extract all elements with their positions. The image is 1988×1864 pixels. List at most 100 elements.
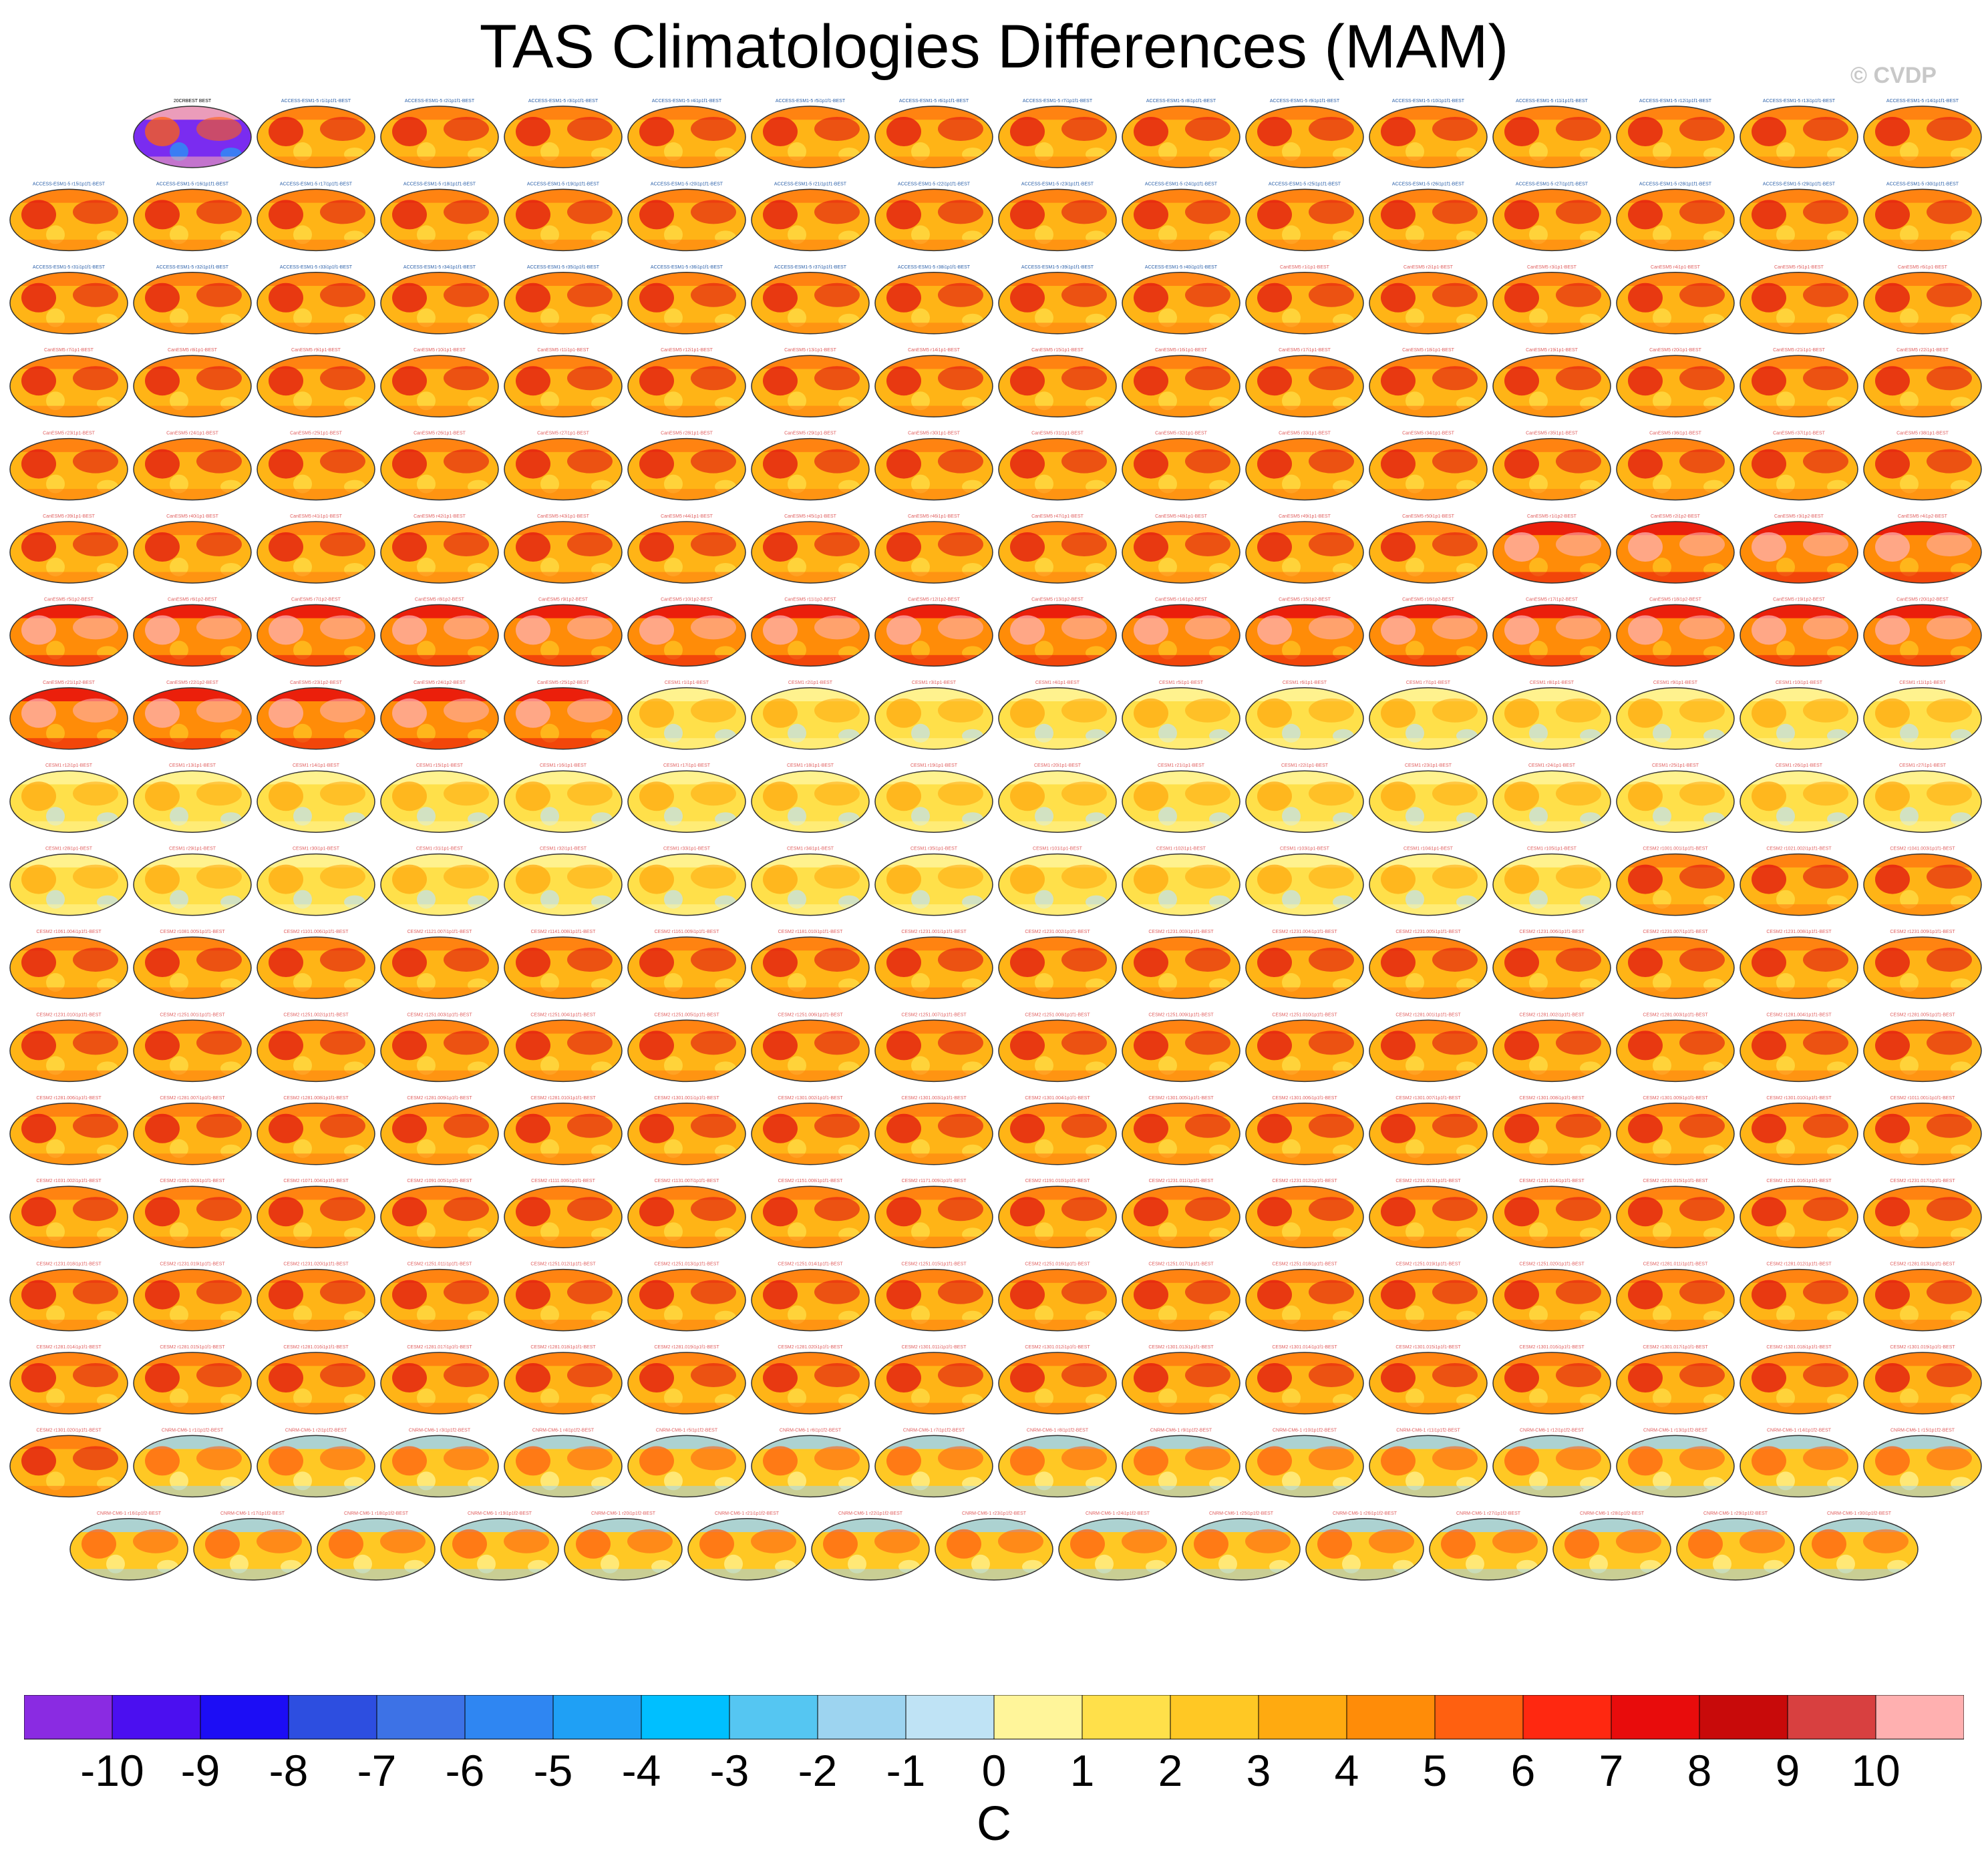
map-panel-label: CESM1 r24i1p1-BEST [1528, 763, 1576, 768]
map-panel: CESM1 r29i1p1-BEST [133, 847, 252, 916]
colorbar-box [464, 1695, 554, 1740]
map-panel-label: CanESM5 r3i1p2-BEST [1774, 514, 1824, 519]
map-panel: CESM2 r1301.008i1p1f1-BEST [1492, 1096, 1611, 1165]
colorbar-box [905, 1695, 995, 1740]
map-panel-label: CESM2 r1231.018i1p1f1-BEST [36, 1262, 102, 1267]
map-panel-label: CNRM-CM6-1 r1i1p1f2-BEST [162, 1428, 224, 1433]
map-panel-label: CNRM-CM6-1 r5i1p1f2-BEST [656, 1428, 718, 1433]
map-panel-label: CESM2 r1301.013i1p1f1-BEST [1148, 1345, 1214, 1350]
map-panel: CESM2 r1301.015i1p1f1-BEST [1369, 1345, 1488, 1415]
map-panel: CESM2 r1281.019i1p1f1-BEST [627, 1345, 746, 1415]
map-panel: CanESM5 r17i1p1-BEST [1245, 348, 1364, 417]
map-panel-label: CESM2 r1181.010i1p1f1-BEST [778, 930, 843, 934]
map-panel-label: CESM1 r4i1p1-BEST [1035, 681, 1080, 685]
map-panel: CESM2 r1281.005i1p1f1-BEST [1863, 1012, 1982, 1083]
map-panel: CanESM5 r27i1p1-BEST [504, 431, 623, 501]
map-panel: CESM2 r1301.016i1p1f1-BEST [1492, 1345, 1611, 1415]
map-panel: CESM1 r20i1p1-BEST [998, 763, 1117, 833]
map-panel-label: CESM2 r1161.009i1p1f1-BEST [655, 930, 719, 934]
map-panel: CESM2 r1301.012i1p1f1-BEST [998, 1345, 1117, 1415]
map-panel: ACCESS-ESM1-5 r29i1p1f1-BEST [1740, 182, 1858, 252]
map-panel-label: CanESM5 r3i1p1-BEST [1527, 265, 1577, 270]
map-panel-label: CanESM5 r47i1p1-BEST [1031, 514, 1084, 519]
map-panel: CESM2 r1301.007i1p1f1-BEST [1369, 1096, 1488, 1165]
map-panel-label: CESM2 r1101.006i1p1f1-BEST [284, 930, 349, 934]
map-panel: CESM2 r1301.009i1p1f1-BEST [1616, 1096, 1735, 1165]
map-panel: CESM2 r1281.008i1p1f1-BEST [257, 1096, 375, 1165]
map-panel-label: CanESM5 r1i1p1-BEST [1280, 265, 1330, 270]
colorbar-tick-label: -8 [269, 1746, 309, 1795]
map-panel-label: CESM2 r1301.008i1p1f1-BEST [1519, 1096, 1585, 1101]
map-panel-label: ACCESS-ESM1-5 r38i1p1f1-BEST [898, 265, 971, 270]
colorbar-tick-label: 7 [1599, 1746, 1624, 1795]
map-panel-label: CanESM5 r12i1p1-BEST [661, 348, 713, 353]
map-panel: CanESM5 r50i1p1-BEST [1369, 514, 1488, 584]
map-panel-label: CanESM5 r28i1p1-BEST [661, 431, 713, 436]
map-panel: ACCESS-ESM1-5 r3i1p1f1-BEST [504, 99, 623, 168]
map-panel-label: CESM1 r27i1p1-BEST [1899, 763, 1947, 768]
map-panel: CanESM5 r42i1p1-BEST [380, 514, 499, 584]
map-panel-label: ACCESS-ESM1-5 r34i1p1f1-BEST [403, 265, 476, 270]
map-panel: CESM2 r1301.017i1p1f1-BEST [1616, 1345, 1735, 1415]
map-panel: ACCESS-ESM1-5 r16i1p1f1-BEST [133, 182, 252, 252]
map-panel: CESM2 r1231.011i1p1f1-BEST [1122, 1179, 1240, 1248]
map-panel-label: ACCESS-ESM1-5 r24i1p1f1-BEST [1145, 182, 1218, 186]
map-panel-label: CESM2 r1131.007i1p1f1-BEST [655, 1179, 719, 1183]
map-panel-label: CNRM-CM6-1 r22i1p1f2-BEST [838, 1511, 903, 1516]
map-panel-label: CNRM-CM6-1 r27i1p1f2-BEST [1456, 1511, 1521, 1516]
map-panel: CESM2 r1301.006i1p1f1-BEST [1245, 1096, 1364, 1165]
map-panel: CESM1 r13i1p1-BEST [133, 763, 252, 833]
map-panel-label: CESM2 r1231.014i1p1f1-BEST [1519, 1179, 1585, 1183]
map-panel-label: CNRM-CM6-1 r30i1p1f2-BEST [1827, 1511, 1892, 1516]
map-panel-label: CESM2 r1061.004i1p1f1-BEST [36, 930, 102, 934]
map-panel: CESM2 r1231.005i1p1f1-BEST [1369, 930, 1488, 999]
map-panel-label: CESM2 r1171.009i1p1f1-BEST [902, 1179, 967, 1183]
map-panel-label: CESM2 r1251.005i1p1f1-BEST [654, 1012, 719, 1017]
map-panel-label: CESM2 r1301.001i1p1f1-BEST [654, 1096, 719, 1101]
map-panel: CESM2 r1171.009i1p1f1-BEST [874, 1179, 993, 1248]
map-panel-label: ACCESS-ESM1-5 r37i1p1f1-BEST [774, 265, 847, 270]
map-panel-label: CESM2 r1281.017i1p1f1-BEST [407, 1345, 472, 1350]
map-panel-label: ACCESS-ESM1-5 r40i1p1f1-BEST [1145, 265, 1218, 270]
map-panel-label: CESM1 r23i1p1-BEST [1405, 763, 1452, 768]
map-panel: CanESM5 r39i1p1-BEST [9, 514, 128, 584]
map-panel-label: CNRM-CM6-1 r8i1p1f2-BEST [1027, 1428, 1089, 1433]
map-panel-label: CNRM-CM6-1 r20i1p1f2-BEST [591, 1511, 656, 1516]
map-panel-label: CanESM5 r7i1p1-BEST [44, 348, 94, 353]
map-panel: ACCESS-ESM1-5 r36i1p1f1-BEST [627, 265, 746, 335]
map-panel-label: CESM2 r1231.016i1p1f1-BEST [1766, 1179, 1832, 1183]
map-panel: CanESM5 r43i1p1-BEST [504, 514, 623, 584]
map-panel: ACCESS-ESM1-5 r20i1p1f1-BEST [627, 182, 746, 252]
map-panel-label: ACCESS-ESM1-5 r3i1p1f1-BEST [528, 99, 599, 104]
map-panel-label: ACCESS-ESM1-5 r36i1p1f1-BEST [651, 265, 723, 270]
map-panel: CESM2 r1281.003i1p1f1-BEST [1616, 1012, 1735, 1083]
map-panel-label: CanESM5 r45i1p1-BEST [784, 514, 837, 519]
map-panel: CNRM-CM6-1 r17i1p1f2-BEST [193, 1511, 312, 1581]
map-panel: CNRM-CM6-1 r3i1p1f2-BEST [380, 1428, 499, 1498]
map-panel-label: CNRM-CM6-1 r19i1p1f2-BEST [468, 1511, 532, 1516]
map-panel-label: CESM2 r1281.004i1p1f1-BEST [1766, 1012, 1832, 1017]
map-panel: CanESM5 r33i1p1-BEST [1245, 431, 1364, 501]
map-panel: CESM2 r1031.002i1p1f1-BEST [9, 1179, 128, 1248]
map-panel: ACCESS-ESM1-5 r10i1p1f1-BEST [1369, 99, 1488, 168]
map-panel: CESM2 r1281.014i1p1f1-BEST [9, 1345, 128, 1415]
map-panel-label: CNRM-CM6-1 r25i1p1f2-BEST [1209, 1511, 1274, 1516]
colorbar-box [200, 1695, 289, 1740]
map-panel-label: CanESM5 r10i1p2-BEST [661, 597, 713, 602]
map-panel: CanESM5 r32i1p1-BEST [1122, 431, 1240, 501]
map-panel: CanESM5 r5i1p1-BEST [1740, 265, 1858, 335]
map-panel-label: CESM2 r1231.008i1p1f1-BEST [1766, 930, 1832, 934]
map-panel: CESM2 r1251.017i1p1f1-BEST [1122, 1262, 1240, 1332]
map-panel: CESM2 r1281.013i1p1f1-BEST [1863, 1262, 1982, 1332]
map-panel: CNRM-CM6-1 r9i1p1f2-BEST [1122, 1428, 1240, 1498]
map-panel: CESM1 r33i1p1-BEST [627, 847, 746, 916]
colorbar-tick-label: -3 [710, 1746, 750, 1795]
map-panel-label: CanESM5 r19i1p2-BEST [1773, 597, 1826, 602]
map-panel: CESM1 r19i1p1-BEST [874, 763, 993, 833]
map-panel: CESM1 r103i1p1-BEST [1245, 847, 1364, 916]
map-panel: CNRM-CM6-1 r6i1p1f2-BEST [751, 1428, 870, 1498]
map-panel: CESM1 r27i1p1-BEST [1863, 763, 1982, 833]
map-panel-label: CESM1 r34i1p1-BEST [787, 847, 834, 852]
map-panel: CESM2 r1121.007i1p1f1-BEST [380, 930, 499, 999]
map-panel: CESM2 r1111.006i1p1f1-BEST [504, 1179, 623, 1248]
